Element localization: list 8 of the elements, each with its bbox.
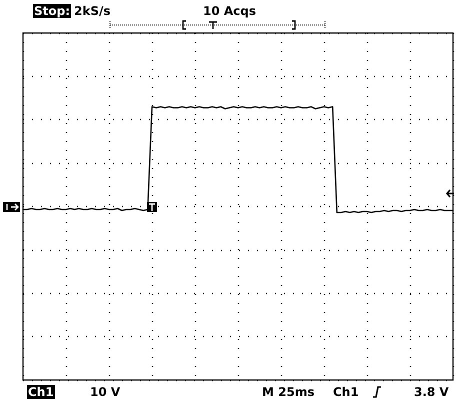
text: Ch1 <box>333 385 359 399</box>
text: 2kS/s <box>74 4 110 18</box>
text: 10 Acqs <box>203 4 256 18</box>
text: 10 V <box>90 385 120 399</box>
text: Ch1 <box>27 385 55 399</box>
text: M 25ms <box>262 385 314 399</box>
text: Stop: <box>33 4 72 18</box>
text: 3.8 V <box>414 385 449 399</box>
